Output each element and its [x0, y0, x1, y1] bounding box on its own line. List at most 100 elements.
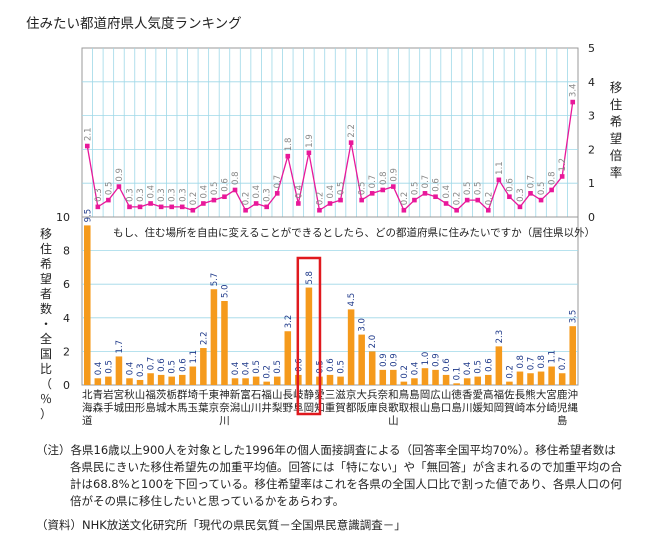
line-point-大分: [538, 197, 544, 203]
line-point-福井: [264, 204, 269, 210]
line-value-label: 0.4: [442, 185, 452, 199]
bar-value-label: 0.4: [231, 362, 241, 376]
right-axis-title-char: 住: [610, 97, 623, 112]
category-label: 都: [346, 402, 357, 414]
line-point-京都: [348, 140, 354, 145]
line-value-label: 0.7: [273, 175, 283, 189]
line-value-label: 0.8: [379, 171, 389, 185]
category-label: 分: [536, 402, 547, 414]
category-label: 高: [483, 388, 494, 401]
line-point-長野: [285, 153, 291, 159]
line-value-label: 0.5: [210, 182, 220, 196]
bars: [84, 225, 576, 385]
category-label: 福: [261, 388, 272, 401]
bar-佐賀: [506, 381, 513, 385]
line-value-label: 0.5: [104, 182, 114, 196]
category-label: 馬: [177, 402, 188, 414]
category-label: 埼: [188, 388, 199, 401]
line-point-和歌山: [391, 184, 396, 189]
bar-新潟: [231, 378, 239, 385]
category-label: 海: [82, 401, 93, 414]
bar-大分: [537, 371, 545, 385]
bar-茨城: [157, 374, 165, 385]
bar-value-label: 0.6: [442, 358, 452, 372]
line-point-兵庫: [369, 191, 375, 196]
bar-value-label: 2.2: [199, 332, 209, 346]
right-tick-label: 2: [588, 143, 595, 156]
bar-value-label: 0.7: [147, 357, 157, 371]
bar-沖縄: [569, 326, 576, 385]
bar-岡山: [421, 368, 429, 385]
category-label: 茨: [156, 388, 167, 401]
category-label: 手: [103, 401, 114, 414]
category-label: 井: [261, 401, 272, 414]
left-tick-label: 8: [63, 245, 70, 258]
line-value-label: 0.5: [337, 182, 347, 196]
line-value-label: 0.2: [484, 192, 494, 206]
bar-長野: [284, 331, 292, 385]
line-value-label: 0.4: [326, 185, 336, 199]
right-axis-title-char: 望: [610, 131, 623, 146]
category-label: 縄: [567, 401, 578, 414]
category-label: 北: [82, 389, 93, 401]
category-label: 山: [240, 402, 251, 414]
line-value-label: 0.4: [252, 185, 262, 199]
category-label: 形: [135, 402, 146, 414]
bar-value-label: 0.5: [104, 360, 114, 374]
line-value-label: 0.6: [505, 178, 515, 192]
line-value-label: 0.3: [136, 188, 146, 202]
bar-value-label: 0.8: [516, 355, 526, 369]
category-label: 根: [409, 401, 420, 414]
bar-value-label: 0.2: [263, 365, 273, 379]
line-value-label: 0.7: [421, 175, 431, 189]
line-point-群馬: [179, 204, 185, 210]
note-line-2: 各県民にきいた移住希望先の加重平均値。回答には「特にない」や「無回答」が含まれる…: [70, 460, 622, 474]
category-label: 川: [219, 415, 230, 427]
line-point-宮崎: [549, 187, 554, 193]
line-value-label: 0.5: [463, 182, 473, 196]
category-label: 愛: [472, 388, 483, 401]
bar-value-label: 0.5: [273, 360, 283, 374]
category-label: 庫: [367, 401, 378, 414]
category-label: 宮: [114, 388, 125, 401]
left-tick-label: 0: [63, 379, 70, 392]
highlight-box: [296, 256, 322, 416]
line-value-label: 0.2: [453, 192, 463, 206]
category-label: 島: [451, 401, 462, 414]
category-label: 福: [145, 388, 156, 401]
category-label: 静: [304, 388, 315, 401]
bar-千葉: [200, 348, 207, 385]
category-label: 岩: [103, 388, 114, 401]
left-tick-label: 4: [63, 312, 70, 325]
bar-埼玉: [189, 366, 197, 385]
category-label: 島: [145, 401, 156, 414]
line-series: [84, 99, 576, 213]
line-point-奈良: [380, 187, 386, 193]
line-point-北海道: [84, 143, 90, 149]
line-value-label: 0.3: [168, 188, 178, 202]
line-point-石川: [253, 201, 259, 206]
line-point-栃木: [169, 204, 175, 210]
category-label: 知: [483, 401, 494, 414]
bar-value-label: 0.5: [252, 360, 262, 374]
category-label: 広: [430, 388, 441, 401]
bar-value-label: 0.7: [527, 357, 537, 371]
line-point-愛媛: [475, 197, 481, 203]
bar-徳島: [453, 383, 460, 385]
line-point-広島: [433, 194, 438, 200]
bar-value-label: 0.4: [242, 362, 252, 376]
left-axis-title-char: 者: [40, 287, 52, 301]
bar-福島: [147, 373, 154, 385]
line-point-静岡: [306, 150, 312, 156]
line-value-label: 0.4: [199, 185, 209, 199]
category-label: 崎: [546, 401, 557, 414]
line-point-香川: [464, 197, 470, 203]
right-axis-title-char: 希: [610, 114, 623, 129]
bar-山口: [442, 374, 450, 385]
category-label: 野: [283, 402, 294, 414]
category-label: 田: [124, 402, 135, 414]
bar-奈良: [379, 369, 387, 385]
bar-value-label: 0.4: [410, 362, 420, 376]
category-label: 京: [346, 388, 357, 401]
line-value-label: 0.6: [220, 178, 230, 192]
